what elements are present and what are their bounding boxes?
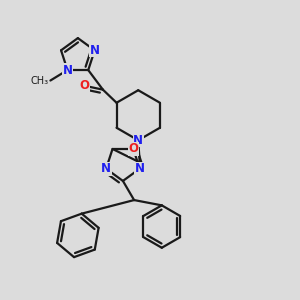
- Text: O: O: [128, 142, 138, 155]
- Text: CH₃: CH₃: [31, 76, 49, 85]
- Text: N: N: [101, 162, 111, 175]
- Text: N: N: [133, 134, 143, 147]
- Text: N: N: [62, 64, 73, 76]
- Text: N: N: [135, 162, 145, 175]
- Text: N: N: [90, 44, 100, 57]
- Text: O: O: [80, 79, 90, 92]
